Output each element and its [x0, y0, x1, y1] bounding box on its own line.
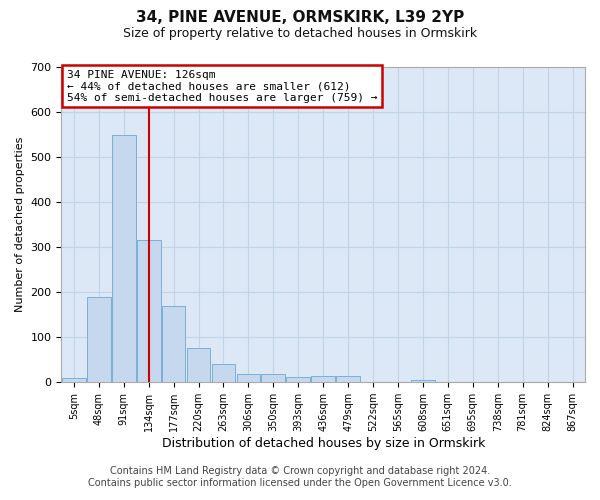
Bar — [137, 240, 161, 382]
Text: Contains HM Land Registry data © Crown copyright and database right 2024.
Contai: Contains HM Land Registry data © Crown c… — [88, 466, 512, 487]
Bar — [187, 348, 211, 382]
Bar — [62, 378, 86, 382]
Text: 34 PINE AVENUE: 126sqm
← 44% of detached houses are smaller (612)
54% of semi-de: 34 PINE AVENUE: 126sqm ← 44% of detached… — [67, 70, 377, 103]
Bar — [212, 364, 235, 382]
Bar — [236, 374, 260, 382]
Bar — [162, 306, 185, 382]
Text: Size of property relative to detached houses in Ormskirk: Size of property relative to detached ho… — [123, 28, 477, 40]
Bar — [311, 376, 335, 382]
Bar — [336, 376, 360, 382]
Bar — [286, 377, 310, 382]
Bar — [87, 298, 110, 382]
X-axis label: Distribution of detached houses by size in Ormskirk: Distribution of detached houses by size … — [161, 437, 485, 450]
Y-axis label: Number of detached properties: Number of detached properties — [15, 136, 25, 312]
Text: 34, PINE AVENUE, ORMSKIRK, L39 2YP: 34, PINE AVENUE, ORMSKIRK, L39 2YP — [136, 10, 464, 25]
Bar — [112, 135, 136, 382]
Bar — [262, 374, 285, 382]
Bar — [411, 380, 435, 382]
